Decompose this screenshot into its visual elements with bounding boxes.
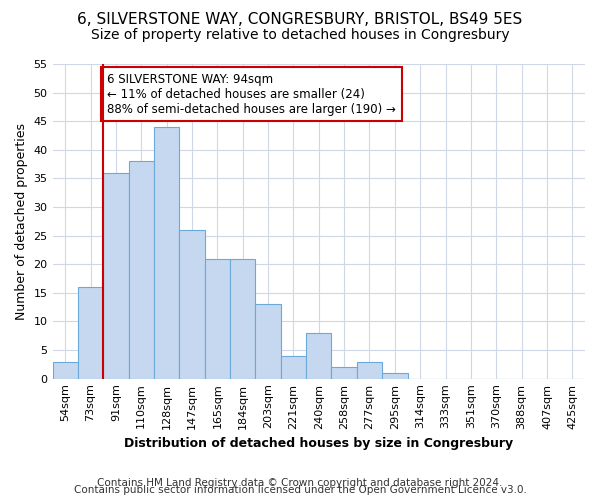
Bar: [179, 230, 205, 378]
Bar: [103, 172, 128, 378]
Bar: [357, 362, 382, 378]
Text: Contains public sector information licensed under the Open Government Licence v3: Contains public sector information licen…: [74, 485, 526, 495]
Bar: [306, 333, 331, 378]
Bar: [281, 356, 306, 378]
X-axis label: Distribution of detached houses by size in Congresbury: Distribution of detached houses by size …: [124, 437, 514, 450]
Y-axis label: Number of detached properties: Number of detached properties: [15, 123, 28, 320]
Bar: [230, 258, 256, 378]
Bar: [256, 304, 281, 378]
Text: 6 SILVERSTONE WAY: 94sqm
← 11% of detached houses are smaller (24)
88% of semi-d: 6 SILVERSTONE WAY: 94sqm ← 11% of detach…: [107, 72, 396, 116]
Bar: [128, 162, 154, 378]
Text: 6, SILVERSTONE WAY, CONGRESBURY, BRISTOL, BS49 5ES: 6, SILVERSTONE WAY, CONGRESBURY, BRISTOL…: [77, 12, 523, 28]
Bar: [331, 367, 357, 378]
Bar: [205, 258, 230, 378]
Text: Size of property relative to detached houses in Congresbury: Size of property relative to detached ho…: [91, 28, 509, 42]
Bar: [53, 362, 78, 378]
Bar: [154, 127, 179, 378]
Text: Contains HM Land Registry data © Crown copyright and database right 2024.: Contains HM Land Registry data © Crown c…: [97, 478, 503, 488]
Bar: [78, 287, 103, 378]
Bar: [382, 373, 407, 378]
